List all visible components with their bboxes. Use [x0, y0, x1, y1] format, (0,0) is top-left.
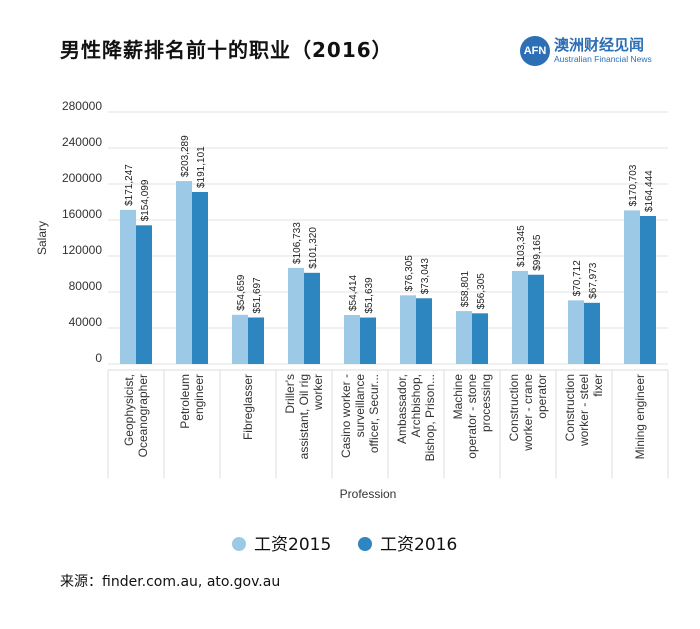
data-label: $67,973 [588, 262, 599, 299]
data-label: $51,639 [364, 277, 375, 314]
data-label: $54,414 [348, 274, 359, 311]
x-tick-label: operator - stone [465, 374, 479, 459]
bar-2015 [400, 295, 416, 364]
data-label: $191,101 [196, 146, 207, 188]
x-tick-label: assistant, Oil rig [297, 374, 311, 459]
y-tick-label: 120000 [62, 243, 102, 257]
x-tick-label: Driller's [283, 374, 297, 414]
x-tick-label: worker - steel [577, 374, 591, 447]
x-tick-label: Fibreglasser [241, 374, 255, 440]
data-label: $73,043 [420, 258, 431, 295]
legend-label-2015: 工资2015 [254, 535, 332, 555]
brand-name-en: Australian Financial News [554, 54, 652, 64]
data-label: $58,801 [460, 270, 471, 307]
data-label: $70,712 [572, 260, 583, 297]
y-tick-label: 200000 [62, 171, 102, 185]
data-label: $170,703 [628, 164, 639, 206]
x-tick-label: Mining engineer [633, 374, 647, 459]
bar-2015 [568, 300, 584, 364]
data-label: $51,697 [252, 277, 263, 314]
x-tick-label: Casino worker - [339, 374, 353, 458]
page-title: 男性降薪排名前十的职业（2016） [60, 38, 393, 62]
y-tick-label: 240000 [62, 135, 102, 149]
y-tick-label: 0 [95, 351, 102, 365]
legend-label-2016: 工资2016 [380, 535, 458, 555]
bar-2015 [176, 181, 192, 364]
bar-2016 [472, 313, 488, 364]
bar-2016 [136, 225, 152, 364]
x-tick-label: Geophysicist, [122, 374, 136, 446]
data-label: $101,320 [308, 227, 319, 269]
bar-2016 [640, 216, 656, 364]
x-tick-label: processing [479, 374, 493, 432]
bar-2015 [232, 314, 248, 364]
salary-bar-chart: 0 40000 80000 120000 160000 200000 240000 28000… [35, 99, 669, 501]
y-tick-label: 160000 [62, 207, 102, 221]
afn-logo-icon: AFN [520, 36, 550, 66]
x-tick-label: Construction [507, 374, 521, 441]
x-tick-label: operator [535, 374, 549, 419]
x-tick-label: worker - crane [521, 374, 535, 452]
x-tick-label: Bishop, Prison... [423, 374, 437, 461]
y-axis-label: Salary [35, 221, 49, 255]
bar-2015 [120, 209, 136, 364]
x-tick-label: Construction [563, 374, 577, 441]
bar-2015 [344, 315, 360, 364]
x-tick-label: Ambassador, [395, 374, 409, 444]
x-tick-label: surveillance [353, 374, 367, 438]
x-tick-label: officer, Secur... [367, 374, 381, 453]
source-note: 来源：finder.com.au, ato.gov.au [60, 574, 281, 590]
x-tick-label: worker [311, 374, 325, 411]
data-label: $106,733 [292, 222, 303, 264]
legend-dot-2015 [232, 537, 246, 551]
data-label: $164,444 [644, 170, 655, 212]
bar-2016 [416, 298, 432, 364]
y-tick-label: 80000 [69, 279, 103, 293]
data-label: $56,305 [476, 273, 487, 310]
bar-2016 [360, 317, 376, 364]
data-label: $99,165 [532, 234, 543, 271]
brand-name-cn: 澳洲财经见闻 [554, 36, 645, 54]
bar-2016 [248, 317, 264, 364]
data-label: $54,659 [236, 274, 247, 311]
y-tick-label: 280000 [62, 99, 102, 113]
data-label: $203,289 [180, 135, 191, 177]
bar-2016 [528, 274, 544, 364]
x-tick-label: Machine [451, 374, 465, 420]
x-tick-label: Archbishop, [409, 374, 423, 437]
bar-2015 [624, 210, 640, 364]
x-tick-label: fixer [591, 374, 605, 397]
legend-dot-2016 [358, 537, 372, 551]
x-tick-label: Oceanographer [136, 374, 150, 457]
bar-2016 [584, 302, 600, 364]
data-label: $171,247 [124, 164, 135, 206]
bar-2015 [512, 270, 528, 364]
bar-2015 [456, 311, 472, 364]
data-label: $103,345 [516, 225, 527, 267]
data-label: $154,099 [140, 179, 151, 221]
y-tick-label: 40000 [69, 315, 103, 329]
x-tick-label: engineer [192, 374, 206, 421]
x-tick-label: Petroleum [178, 374, 192, 429]
bar-2016 [304, 272, 320, 364]
bar-2016 [192, 192, 208, 364]
bar-2015 [288, 267, 304, 364]
legend-item-2015[interactable]: 工资2015 [232, 530, 331, 555]
x-axis-label: Profession [340, 487, 397, 501]
data-label: $76,305 [404, 255, 415, 292]
legend-item-2016[interactable]: 工资2016 [358, 530, 457, 555]
